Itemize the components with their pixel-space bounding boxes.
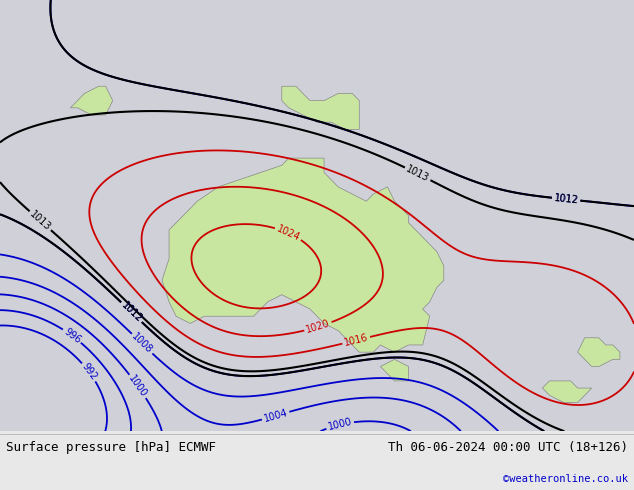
Text: 992: 992	[79, 362, 98, 383]
Text: 1016: 1016	[343, 333, 370, 348]
Text: 1000: 1000	[127, 373, 149, 399]
Text: 1012: 1012	[119, 300, 144, 324]
Text: 1004: 1004	[262, 408, 289, 424]
Text: Surface pressure [hPa] ECMWF: Surface pressure [hPa] ECMWF	[6, 441, 216, 454]
Text: 996: 996	[61, 326, 82, 345]
Polygon shape	[281, 86, 359, 129]
Text: 1013: 1013	[404, 164, 431, 184]
Text: ©weatheronline.co.uk: ©weatheronline.co.uk	[503, 474, 628, 485]
Text: 1020: 1020	[305, 318, 332, 335]
Text: 1024: 1024	[275, 223, 302, 243]
Text: Th 06-06-2024 00:00 UTC (18+126): Th 06-06-2024 00:00 UTC (18+126)	[387, 441, 628, 454]
Text: 1012: 1012	[119, 300, 144, 324]
Polygon shape	[162, 158, 444, 352]
Text: 1000: 1000	[327, 417, 353, 432]
Polygon shape	[578, 338, 620, 367]
Polygon shape	[543, 381, 592, 402]
Polygon shape	[70, 86, 113, 115]
Text: 1008: 1008	[130, 332, 154, 356]
Text: 1012: 1012	[553, 193, 579, 205]
Polygon shape	[380, 359, 408, 381]
Text: 1013: 1013	[28, 209, 53, 233]
Text: 1012: 1012	[553, 193, 579, 205]
